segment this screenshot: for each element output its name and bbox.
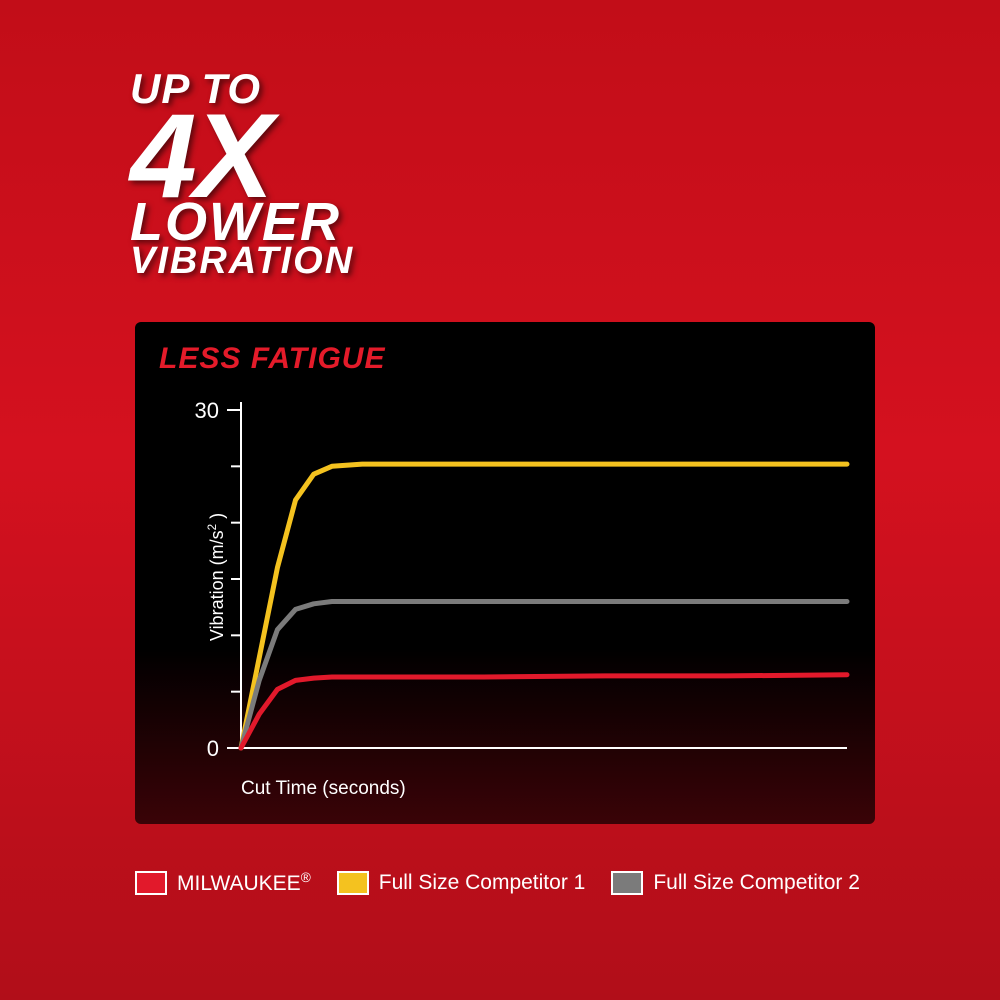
legend: MILWAUKEE® Full Size Competitor 1 Full Siz… <box>135 870 875 896</box>
headline-line4: VIBRATION <box>130 244 354 278</box>
legend-swatch-milwaukee <box>135 871 167 895</box>
x-axis-label: Cut Time (seconds) <box>241 778 851 800</box>
legend-label-comp1: Full Size Competitor 1 <box>379 871 586 895</box>
headline: UP TO 4X LOWER VIBRATION <box>130 70 354 279</box>
legend-label-milwaukee: MILWAUKEE® <box>177 870 311 896</box>
legend-item-milwaukee: MILWAUKEE® <box>135 870 311 896</box>
headline-line3: LOWER <box>130 198 354 247</box>
legend-label-comp2: Full Size Competitor 2 <box>653 871 860 895</box>
line-chart-svg: 0 30 <box>159 382 851 772</box>
legend-swatch-comp1 <box>337 871 369 895</box>
legend-item-comp1: Full Size Competitor 1 <box>337 871 586 895</box>
legend-item-comp2: Full Size Competitor 2 <box>611 871 860 895</box>
chart-area: Vibration (m/s2 ) 0 30 <box>159 382 851 772</box>
series-comp1 <box>241 464 847 748</box>
y-tick-label: 30 <box>195 398 219 423</box>
infographic-page: UP TO 4X LOWER VIBRATION LESS FATIGUE Vi… <box>0 0 1000 1000</box>
series-milwaukee <box>241 675 847 748</box>
chart-card-title: LESS FATIGUE <box>159 342 851 376</box>
y-tick-label: 0 <box>207 736 219 761</box>
legend-swatch-comp2 <box>611 871 643 895</box>
chart-card: LESS FATIGUE Vibration (m/s2 ) 0 30 Cut T… <box>135 322 875 824</box>
y-axis-label: Vibration (m/s2 ) <box>206 513 228 641</box>
